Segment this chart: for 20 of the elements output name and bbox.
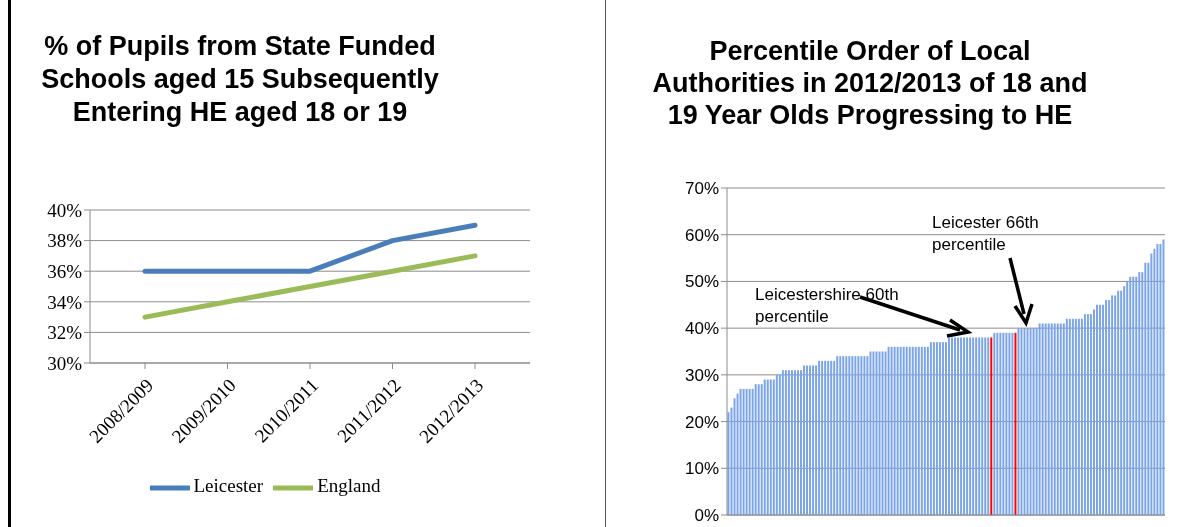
y-tick-label: 0%: [694, 506, 719, 526]
y-tick-label: 32%: [47, 322, 83, 344]
y-tick-label: 70%: [684, 179, 719, 199]
y-tick-label: 50%: [684, 272, 719, 292]
annotation: Leicestershire 60th percentile: [755, 284, 900, 328]
y-tick-label: 36%: [47, 260, 83, 282]
legend-label: England: [317, 475, 381, 497]
y-tick-label: 60%: [684, 225, 719, 245]
y-tick-label: 40%: [47, 199, 83, 221]
y-tick-label: 30%: [684, 365, 719, 385]
y-tick-label: 38%: [47, 230, 83, 252]
annotation: Leicester 66th percentile: [932, 212, 1040, 256]
legend-label: Leicester: [193, 475, 264, 497]
y-tick-label: 40%: [684, 319, 719, 339]
chart-title: % of Pupils from State Funded Schools aged 15 Subsequently Entering HE aged 18 or 19: [40, 30, 440, 129]
chart-title: Percentile Order of Local Authorities in 2012/2013 of 18 and 19 Year Olds Progressing to HE: [651, 35, 1089, 131]
y-tick-label: 34%: [47, 291, 83, 313]
y-tick-label: 30%: [47, 352, 83, 374]
y-tick-label: 10%: [684, 459, 719, 479]
y-tick-label: 20%: [684, 412, 719, 432]
